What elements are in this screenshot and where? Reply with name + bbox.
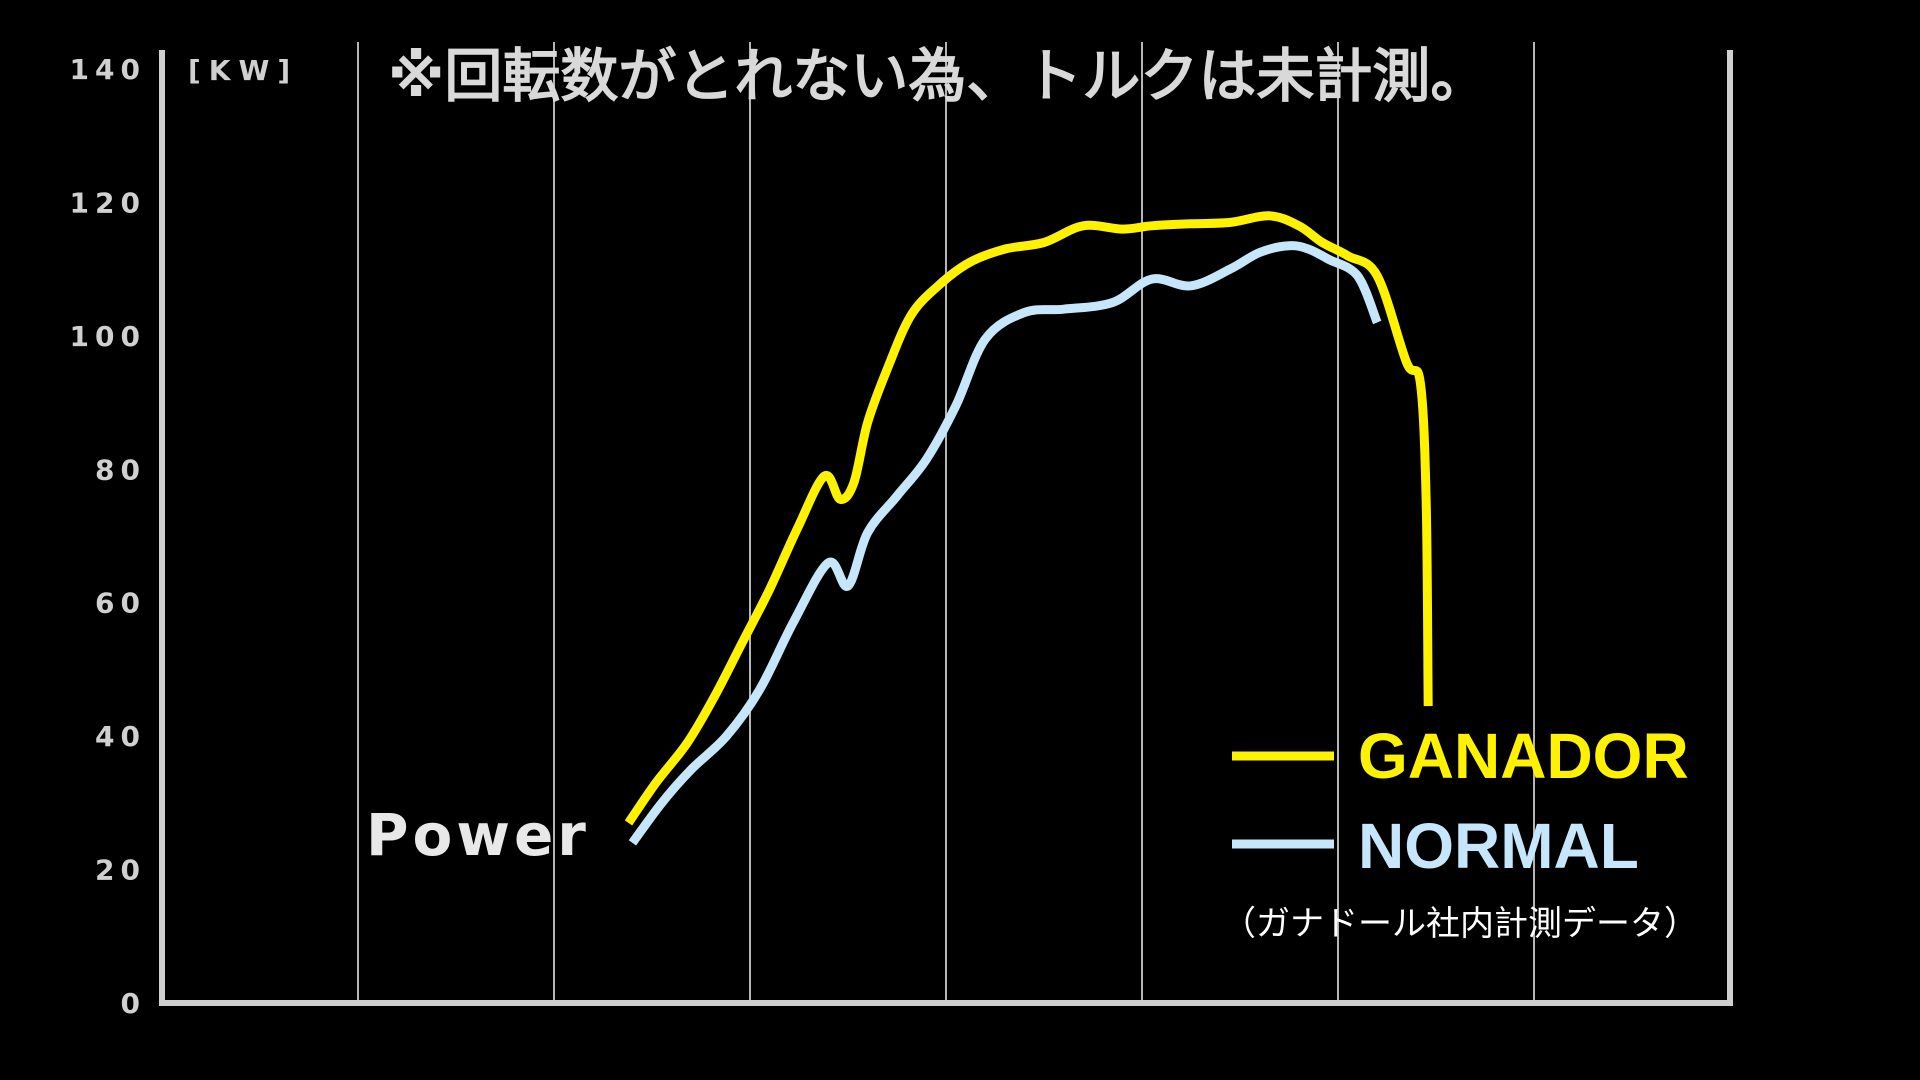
- legend-label-ganador: GANADOR: [1358, 720, 1689, 792]
- y-tick-label-20: 20: [95, 854, 146, 887]
- y-tick-label-120: 120: [70, 186, 146, 219]
- series-line-normal: [628, 241, 1382, 846]
- y-tick-label-140: 140: [70, 53, 146, 86]
- y-tick-label-80: 80: [95, 453, 146, 486]
- legend-label-normal: NORMAL: [1358, 810, 1639, 882]
- y-tick-label-0: 0: [121, 987, 146, 1020]
- y-tick-labels: 0 20 40 60 80 100 120 140: [70, 53, 146, 1020]
- y-tick-label-60: 60: [95, 587, 146, 620]
- y-tick-label-100: 100: [70, 320, 146, 353]
- chart-title: ※回転数がとれない為、トルクは未計測。: [388, 42, 1488, 110]
- gridlines: [357, 42, 1535, 1003]
- series-line-ganador: [624, 211, 1433, 826]
- series-label-power: Power: [366, 801, 590, 869]
- source-note: （ガナドール社内計測データ）: [1222, 904, 1698, 944]
- axes: [159, 50, 1733, 1006]
- y-tick-label-40: 40: [95, 720, 146, 753]
- series-lines: [624, 211, 1433, 846]
- legend: GANADOR NORMAL: [1232, 720, 1689, 882]
- y-unit-label: [KW]: [188, 54, 298, 87]
